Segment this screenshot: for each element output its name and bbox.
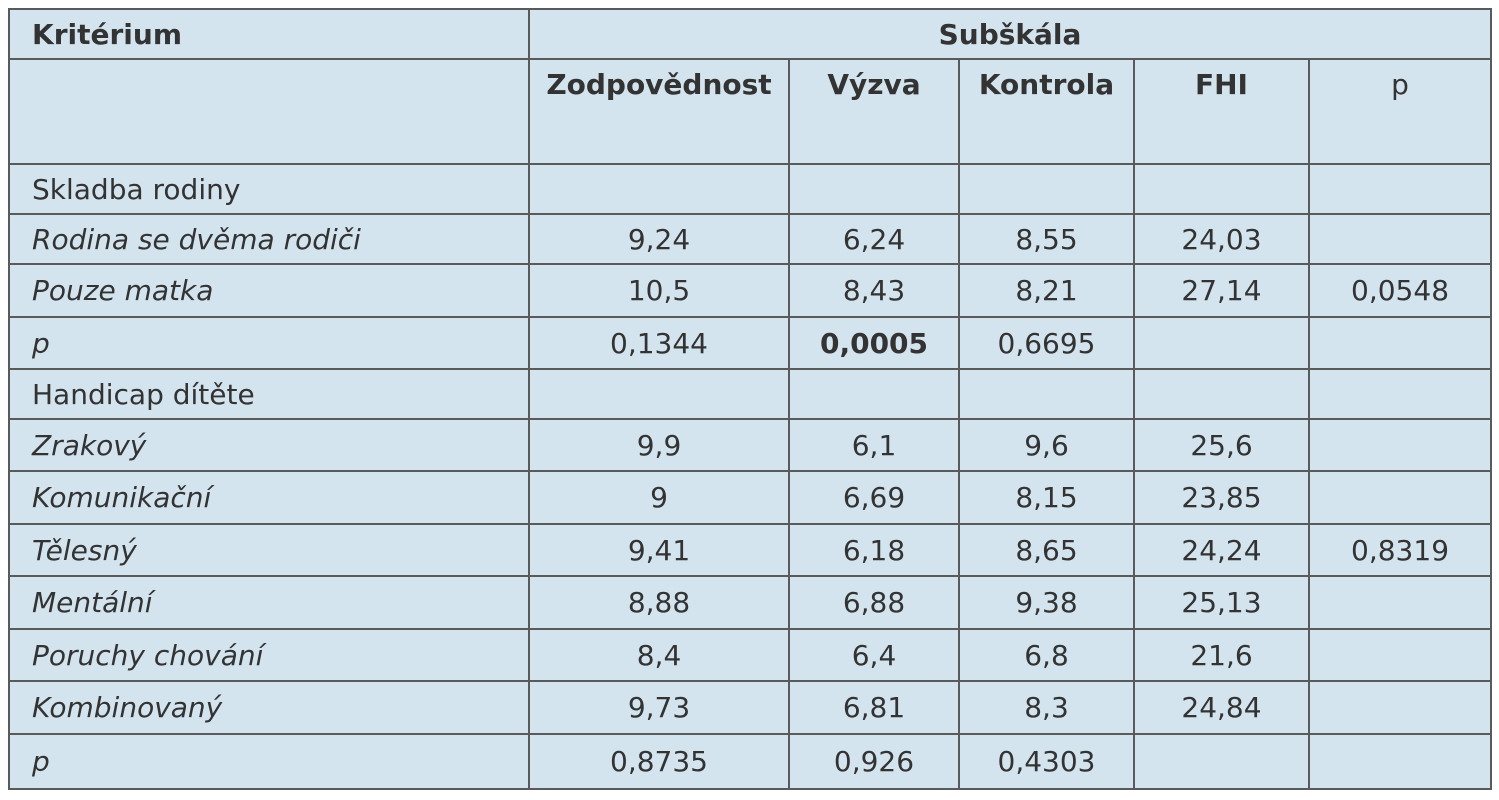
cell: 6,1	[788, 418, 960, 472]
cell	[1133, 733, 1310, 790]
cell: 21,6	[1133, 628, 1310, 682]
cell: 10,5	[528, 263, 790, 318]
cell: 6,18	[788, 523, 960, 577]
row: p 0,1344 0,0005 0,6695	[8, 316, 1493, 370]
row: Komunikační 9 6,69 8,15 23,85	[8, 470, 1493, 525]
column-header: Výzva	[788, 58, 960, 165]
cell	[1307, 316, 1493, 370]
cell: 8,88	[528, 575, 790, 630]
cell: 9,38	[958, 575, 1135, 630]
cell: 9,24	[528, 213, 790, 265]
row: Zrakový 9,9 6,1 9,6 25,6	[8, 418, 1493, 472]
row: Skladba rodiny	[8, 163, 1493, 215]
cell: 25,13	[1133, 575, 1310, 630]
cell: 24,03	[1133, 213, 1310, 265]
cell: 25,6	[1133, 418, 1310, 472]
cell: 8,3	[958, 680, 1135, 735]
row-label: p	[8, 316, 530, 370]
row: Kombinovaný 9,73 6,81 8,3 24,84	[8, 680, 1493, 735]
column-header: Zodpovědnost	[528, 58, 790, 165]
cell: 6,69	[788, 470, 960, 525]
cell: 8,21	[958, 263, 1135, 318]
cell: 6,88	[788, 575, 960, 630]
cell: 0,4303	[958, 733, 1135, 790]
cell: 0,926	[788, 733, 960, 790]
row-label: Pouze matka	[8, 263, 530, 318]
data-table: Kritérium Subškála Zodpovědnost Výzva Ko…	[8, 8, 1493, 790]
column-header: FHI	[1133, 58, 1310, 165]
cell: 9,9	[528, 418, 790, 472]
cell	[1307, 213, 1493, 265]
row-label: Tělesný	[8, 523, 530, 577]
column-row: Zodpovědnost Výzva Kontrola FHI p	[8, 58, 1493, 165]
header-cell: Kritérium	[8, 8, 530, 60]
cell	[1133, 163, 1310, 215]
row-label: Kombinovaný	[8, 680, 530, 735]
cell	[788, 368, 960, 420]
cell	[1307, 575, 1493, 630]
row: Pouze matka 10,5 8,43 8,21 27,14 0,0548	[8, 263, 1493, 318]
cell: 0,8319	[1307, 523, 1493, 577]
cell: 0,0005	[788, 316, 960, 370]
cell	[788, 163, 960, 215]
cell	[8, 58, 530, 165]
cell	[1307, 163, 1493, 215]
cell	[958, 163, 1135, 215]
row-label: Rodina se dvěma rodiči	[8, 213, 530, 265]
cell: 8,65	[958, 523, 1135, 577]
row: Handicap dítěte	[8, 368, 1493, 420]
cell: 6,24	[788, 213, 960, 265]
cell	[1307, 470, 1493, 525]
cell: 6,4	[788, 628, 960, 682]
cell	[1307, 680, 1493, 735]
cell	[958, 368, 1135, 420]
cell: 8,55	[958, 213, 1135, 265]
row-label: Handicap dítěte	[8, 368, 530, 420]
cell: 0,8735	[528, 733, 790, 790]
row: p 0,8735 0,926 0,4303	[8, 733, 1493, 790]
cell: 6,81	[788, 680, 960, 735]
cell	[1307, 368, 1493, 420]
row-label: p	[8, 733, 530, 790]
cell: 9,41	[528, 523, 790, 577]
cell	[528, 368, 790, 420]
cell: 9,73	[528, 680, 790, 735]
cell	[528, 163, 790, 215]
cell	[1307, 628, 1493, 682]
cell	[1307, 733, 1493, 790]
cell: 0,1344	[528, 316, 790, 370]
row-label: Komunikační	[8, 470, 530, 525]
row-label: Poruchy chování	[8, 628, 530, 682]
row-label: Zrakový	[8, 418, 530, 472]
column-header: p	[1307, 58, 1493, 165]
cell: 0,6695	[958, 316, 1135, 370]
cell: 9	[528, 470, 790, 525]
cell: 24,24	[1133, 523, 1310, 577]
header-row: Kritérium Subškála	[8, 8, 1493, 60]
cell: 24,84	[1133, 680, 1310, 735]
cell	[1307, 418, 1493, 472]
row: Tělesný 9,41 6,18 8,65 24,24 0,8319	[8, 523, 1493, 577]
row: Rodina se dvěma rodiči 9,24 6,24 8,55 24,03	[8, 213, 1493, 265]
cell	[1133, 368, 1310, 420]
row: Mentální 8,88 6,88 9,38 25,13	[8, 575, 1493, 630]
cell: 6,8	[958, 628, 1135, 682]
row-label: Skladba rodiny	[8, 163, 530, 215]
cell: 8,4	[528, 628, 790, 682]
header-cell: Subškála	[527, 8, 1493, 60]
cell: 9,6	[958, 418, 1135, 472]
cell: 8,15	[958, 470, 1135, 525]
cell: 0,0548	[1307, 263, 1493, 318]
cell	[1133, 316, 1310, 370]
cell: 8,43	[788, 263, 960, 318]
column-header: Kontrola	[958, 58, 1135, 165]
cell: 27,14	[1133, 263, 1310, 318]
row-label: Mentální	[8, 575, 530, 630]
row: Poruchy chování 8,4 6,4 6,8 21,6	[8, 628, 1493, 682]
cell: 23,85	[1133, 470, 1310, 525]
